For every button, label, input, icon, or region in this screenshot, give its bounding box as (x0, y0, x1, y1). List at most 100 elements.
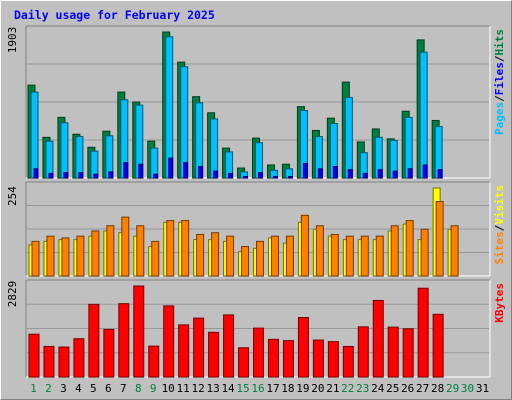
sites-bar-13 (211, 232, 220, 277)
sites-bar-14 (226, 235, 235, 277)
files-bar-27 (419, 51, 428, 179)
day-label-5: 5 (90, 382, 97, 395)
kbytes-bar-11 (178, 324, 190, 378)
sites-bar-28 (435, 201, 444, 277)
pages-bar-17 (272, 175, 278, 179)
kbytes-bar-26 (402, 328, 414, 378)
day-label-16: 16 (251, 382, 264, 395)
sites-bar-27 (420, 228, 429, 277)
day-label-20: 20 (311, 382, 324, 395)
pages-bar-22 (347, 169, 353, 179)
sites-bar-17 (270, 235, 279, 277)
day-label-8: 8 (135, 382, 142, 395)
day-label-19: 19 (296, 382, 309, 395)
files-bar-13 (210, 118, 219, 179)
kbytes-bar-17 (267, 338, 279, 378)
usage-legend-item-3: / (493, 55, 506, 62)
day-label-9: 9 (150, 382, 157, 395)
day-label-12: 12 (192, 382, 205, 395)
day-label-2: 2 (45, 382, 52, 395)
sites-bar-22 (345, 235, 354, 277)
kbytes-bar-23 (357, 326, 369, 378)
pages-bar-15 (243, 175, 249, 179)
sites-bar-8 (136, 225, 145, 277)
sites-bar-10 (166, 220, 175, 277)
sites-bar-2 (46, 235, 55, 277)
files-bar-10 (165, 36, 174, 179)
day-label-23: 23 (356, 382, 369, 395)
sites-bar-16 (256, 240, 265, 277)
day-label-14: 14 (221, 382, 235, 395)
pages-bar-3 (63, 172, 69, 179)
pages-bar-24 (377, 169, 383, 179)
day-label-13: 13 (206, 382, 219, 395)
day-label-1: 1 (30, 382, 37, 395)
kbytes-bar-16 (253, 327, 265, 378)
kbytes-bar-19 (297, 316, 309, 378)
day-label-11: 11 (177, 382, 190, 395)
day-label-27: 27 (416, 382, 429, 395)
pages-bar-23 (362, 172, 368, 179)
pages-bar-8 (138, 163, 144, 179)
kbytes-bar-15 (238, 347, 250, 378)
chart-title: Daily usage for February 2025 (14, 8, 215, 22)
day-label-31: 31 (476, 382, 489, 395)
usage-max-label: 1903 (6, 27, 19, 54)
pages-bar-13 (213, 170, 219, 179)
kbytes-bar-27 (417, 287, 429, 378)
sites-bar-26 (405, 220, 414, 277)
day-label-6: 6 (105, 382, 112, 395)
pages-bar-5 (93, 173, 99, 179)
visits-legend-item-1: / (493, 224, 506, 231)
pages-bar-27 (422, 164, 428, 179)
sites-bar-7 (121, 216, 130, 277)
sites-bar-4 (76, 235, 85, 277)
pages-bar-26 (407, 168, 413, 179)
files-bar-2 (45, 140, 54, 179)
pages-bar-25 (392, 170, 398, 179)
pages-bar-18 (287, 175, 293, 179)
pages-bar-21 (332, 165, 338, 179)
files-bar-3 (60, 122, 69, 179)
kbytes-bar-5 (88, 303, 100, 378)
visits-legend: Sites/Visits (493, 185, 506, 265)
day-label-30: 30 (461, 382, 474, 395)
kbytes-bar-1 (28, 333, 40, 378)
kbytes-bar-24 (372, 299, 384, 378)
sites-bar-6 (106, 225, 115, 277)
files-bar-4 (75, 136, 84, 179)
day-label-28: 28 (431, 382, 444, 395)
kbytes-bar-8 (133, 285, 145, 378)
pages-bar-6 (108, 171, 114, 179)
pages-bar-16 (258, 172, 264, 179)
kbytes-bar-20 (312, 339, 324, 378)
kbytes-legend-item-0: KBytes (493, 283, 506, 323)
kbytes-bar-13 (208, 331, 220, 378)
kbytes-bar-25 (387, 326, 399, 378)
usage-legend-item-4: Hits (493, 29, 506, 56)
files-bar-1 (30, 91, 39, 179)
day-label-4: 4 (75, 382, 82, 395)
files-bar-22 (344, 96, 353, 179)
kbytes-bar-22 (342, 345, 354, 378)
pages-bar-7 (123, 162, 129, 179)
sites-bar-20 (315, 225, 324, 277)
pages-bar-11 (183, 162, 189, 179)
files-bar-9 (150, 147, 159, 179)
kbytes-bar-6 (103, 328, 115, 378)
pages-bar-28 (437, 169, 443, 179)
kbytes-bar-3 (58, 346, 70, 378)
kbytes-bar-10 (163, 305, 175, 378)
day-label-7: 7 (120, 382, 127, 395)
sites-bar-24 (375, 235, 384, 277)
visits-legend-item-2: Visits (493, 185, 506, 225)
sites-bar-11 (181, 220, 190, 277)
day-label-24: 24 (371, 382, 385, 395)
usage-legend: Pages/Files/Hits (493, 29, 506, 135)
sites-bar-9 (151, 240, 160, 277)
sites-bar-18 (285, 235, 294, 277)
kbytes-legend: KBytes (493, 283, 506, 323)
visits-max-label: 254 (6, 186, 19, 206)
kbytes-bar-9 (148, 345, 160, 378)
